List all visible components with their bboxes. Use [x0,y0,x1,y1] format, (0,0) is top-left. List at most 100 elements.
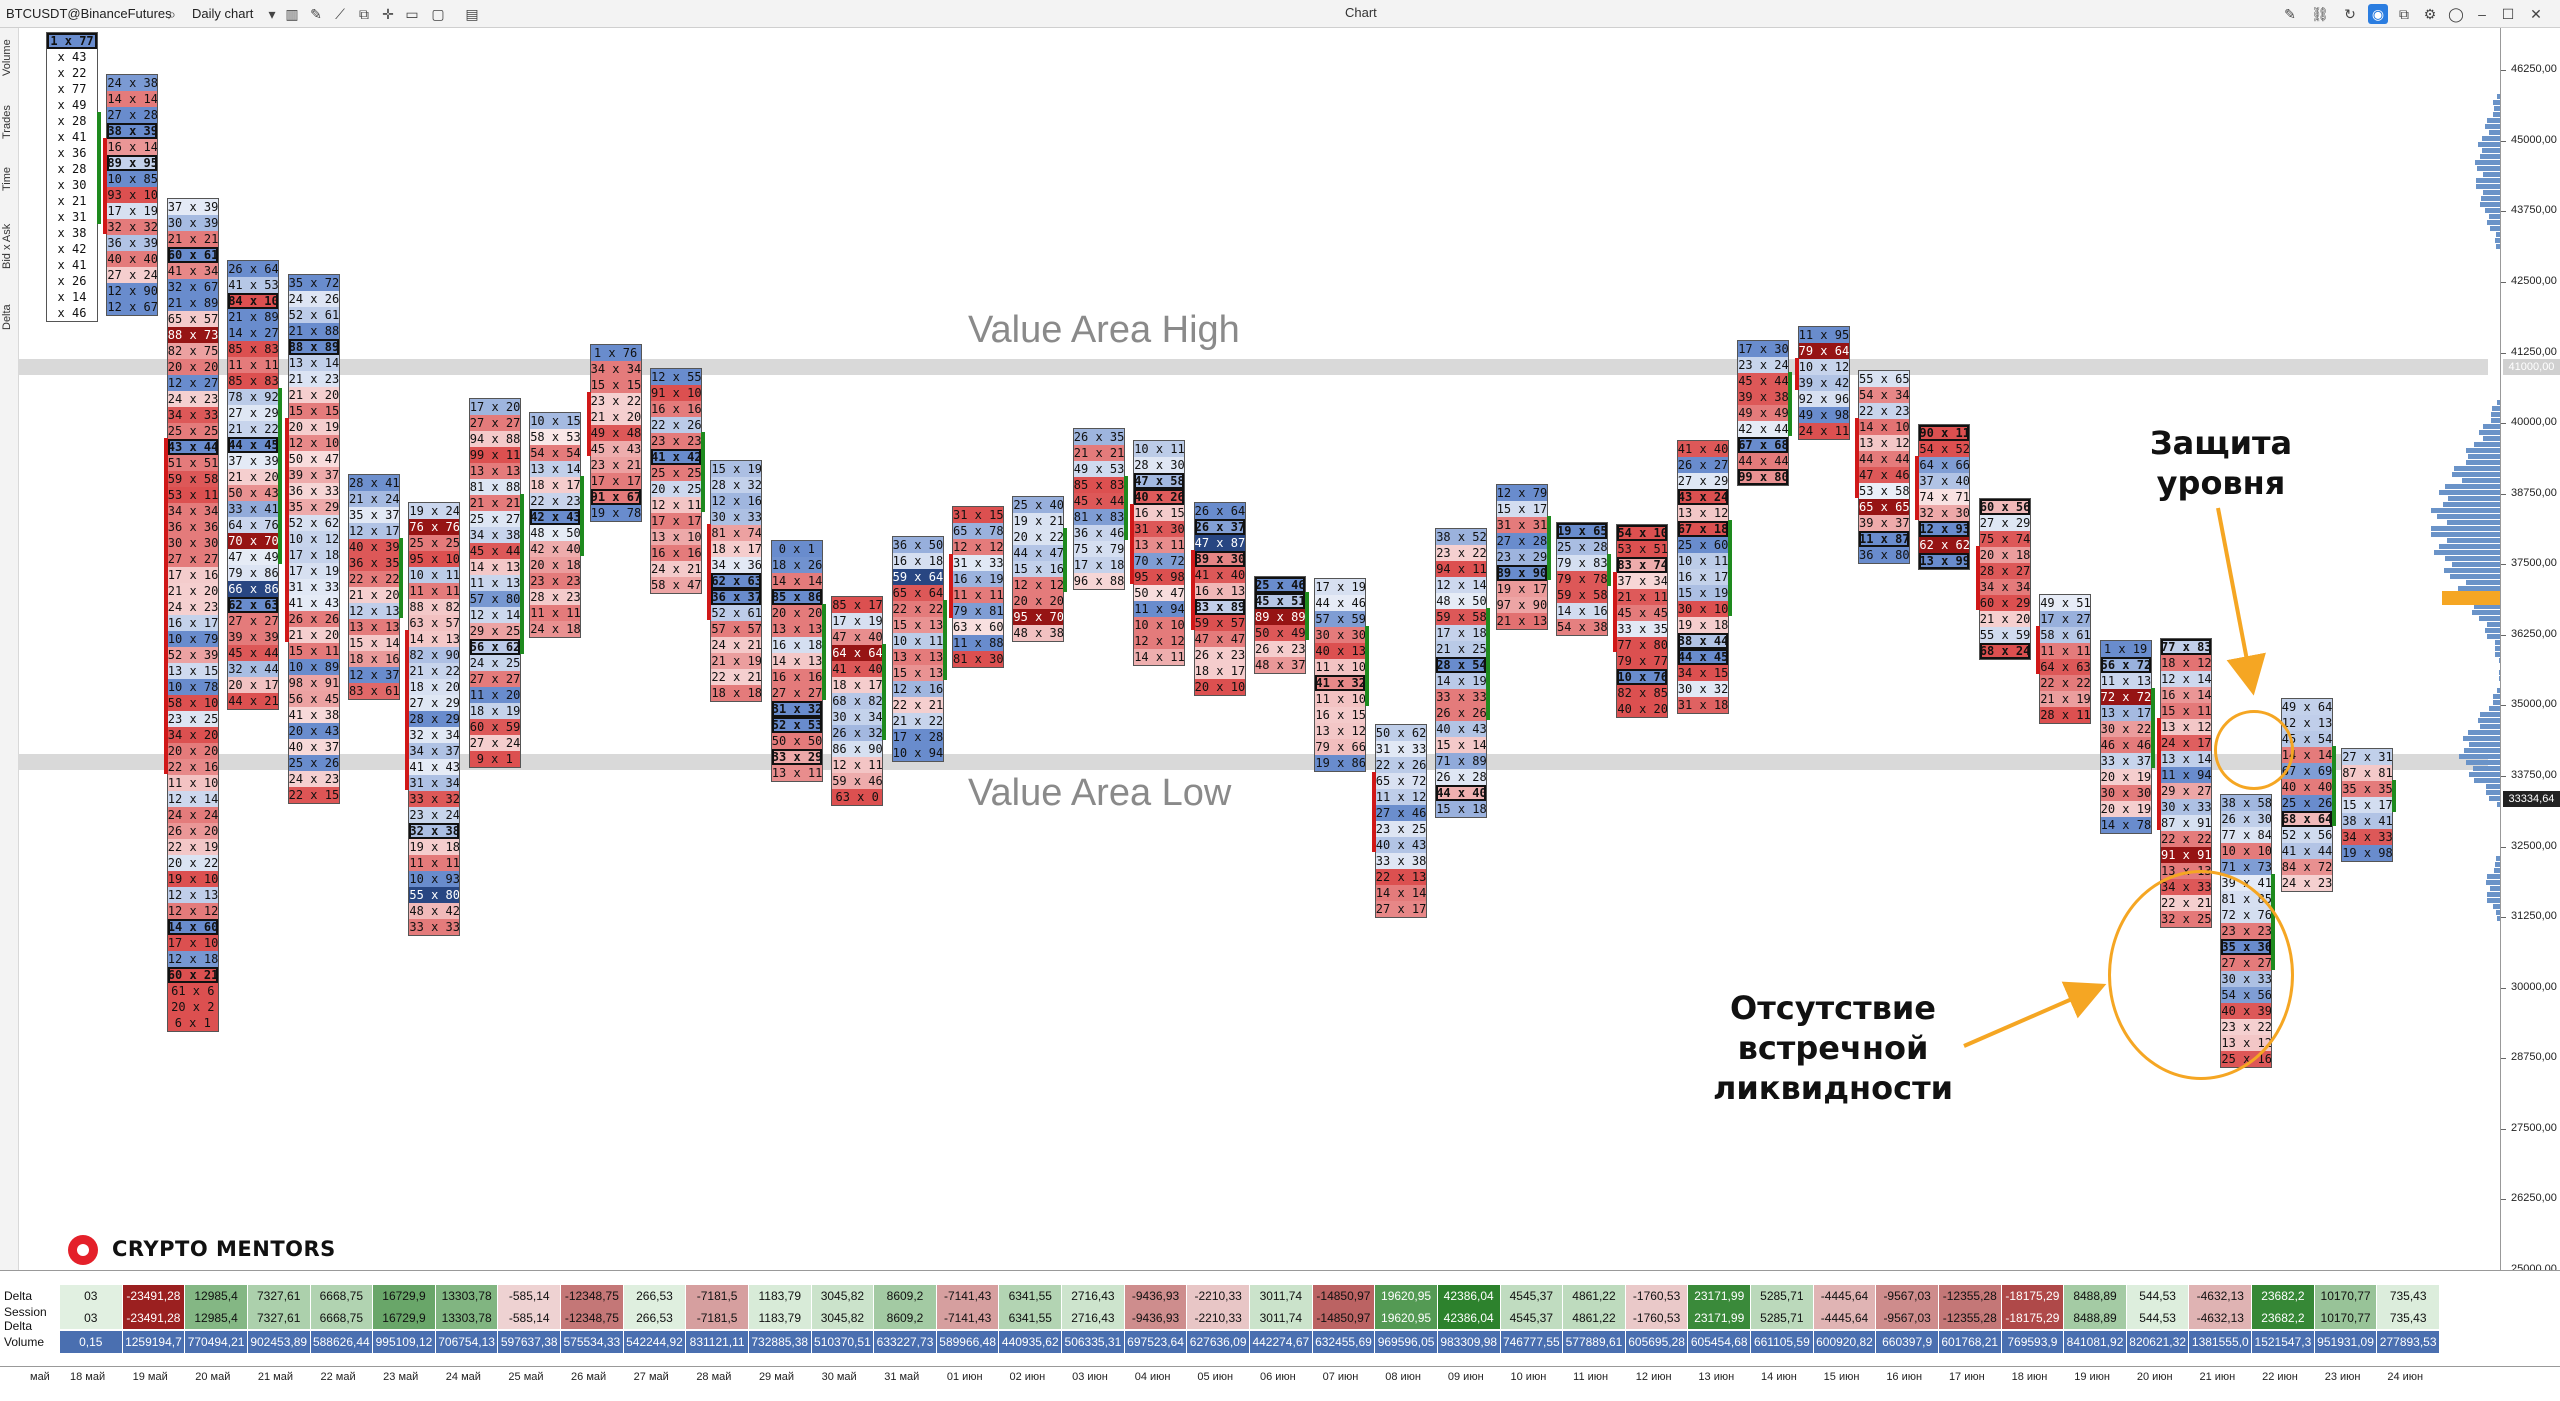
left-tab-bid-x-ask[interactable]: Bid x Ask [1,223,13,270]
footprint-column[interactable]: 50 x 62 31 x 33 22 x 26 65 x 72 11 x 12 27 x … [1374,724,1427,918]
footprint-cell: 64 x 63 [2040,659,2091,675]
footprint-column[interactable]: 41 x 40 26 x 27 27 x 29 43 x 24 13 x 12 67 x … [1676,440,1729,714]
footprint-column[interactable]: 0 x 1 18 x 26 14 x 14 85 x 86 20 x 20 13 x 13… [770,540,823,782]
refresh-icon[interactable]: ↻ [2344,6,2356,22]
window-icon[interactable]: ▢ [431,6,445,22]
footprint-cell: 76 x 76 [409,519,460,535]
footprint-cell: 30 x 30 [2100,785,2151,801]
footprint-cell: 57 x 57 [711,621,762,637]
footprint-column[interactable]: 17 x 19 44 x 46 57 x 59 30 x 30 40 x 13 11 x … [1314,578,1367,772]
left-tab-delta[interactable]: Delta [1,304,13,331]
maximize-icon[interactable]: ☐ [2501,6,2515,22]
bell-icon[interactable]: ◯ [2448,6,2464,22]
footprint-column[interactable]: 25 x 40 19 x 21 20 x 22 44 x 47 15 x 16 12 x … [1012,496,1065,642]
footprint-cell: 21 x 21 [167,231,218,247]
footprint-column[interactable]: 24 x 38 14 x 14 27 x 28 38 x 39 16 x 14 89 x … [106,74,159,316]
footprint-cell: 70 x 72 [1134,553,1185,569]
date-tick-label: май [30,1371,50,1383]
copy-icon[interactable]: ⧉ [2399,6,2409,22]
minimize-icon[interactable]: – [2478,6,2486,22]
footprint-column[interactable]: 10 x 11 28 x 30 47 x 58 40 x 26 16 x 15 31 x … [1133,440,1186,666]
date-tick-label: 17 июн [1948,1371,1985,1383]
footprint-cell: 58 x 53 [530,429,581,445]
settings-icon[interactable]: ⚙ [2423,6,2437,22]
symbol-selector[interactable]: BTCUSDT@BinanceFutures [6,6,172,21]
footprint-cell: 30 x 32 [1677,681,1728,697]
timeframe-selector[interactable]: Daily chart [192,6,254,21]
footprint-column[interactable]: 55 x 65 54 x 34 22 x 23 14 x 10 13 x 12 44 x … [1858,370,1910,564]
footprint-column[interactable]: 1 x 19 56 x 72 11 x 13 72 x 72 13 x 17 30 x 2… [2099,640,2152,834]
footprint-column[interactable]: 60 x 56 27 x 29 75 x 74 20 x 18 28 x 27 34 x … [1978,498,2031,660]
footprint-chart[interactable]: Value Area High Value Area Low 1 x 77 x 4… [18,28,2500,1270]
footprint-cell: 16 x 13 [1194,583,1245,599]
footprint-column[interactable]: 49 x 51 17 x 27 58 x 61 11 x 11 64 x 63 22 x … [2039,594,2092,724]
footprint-cell: 23 x 21 [590,457,641,473]
footprint-column[interactable]: 12 x 79 15 x 17 31 x 31 27 x 28 23 x 29 89 x … [1495,484,1548,630]
footprint-column[interactable]: 19 x 65 25 x 28 79 x 83 79 x 78 59 x 58 14 x … [1556,522,1608,636]
close-icon[interactable]: ✕ [2530,6,2542,22]
footprint-cell: 30 x 34 [832,709,883,725]
footprint-column[interactable]: 38 x 52 23 x 22 94 x 11 12 x 14 48 x 50 59 x … [1435,528,1488,818]
footprint-cell: 20 x 20 [167,743,218,759]
footprint-column[interactable]: 19 x 24 76 x 76 25 x 25 95 x 10 10 x 11 11 x … [408,502,461,936]
footprint-cell: 99 x 80 [1738,469,1789,485]
footprint-cell: 15 x 14 [1436,737,1487,753]
session-delta-cell: 5285,71 [1751,1307,1814,1329]
footprint-column[interactable]: 12 x 55 91 x 10 16 x 16 22 x 26 23 x 23 41 x … [650,368,702,594]
footprint-cell: x 28 [47,161,97,177]
footprint-column[interactable]: 26 x 35 21 x 21 49 x 53 85 x 83 45 x 44 81 x … [1072,428,1125,590]
footprint-column[interactable]: 85 x 17 17 x 19 47 x 40 64 x 64 41 x 40 18 x … [831,596,884,806]
footprint-column[interactable]: 15 x 19 28 x 32 12 x 16 30 x 33 81 x 74 18 x … [710,460,763,702]
more-icon[interactable]: ▤ [465,6,479,22]
footprint-column[interactable]: 37 x 39 30 x 39 21 x 21 60 x 61 41 x 34 32 x … [166,198,219,1032]
footprint-column[interactable]: 17 x 20 27 x 27 94 x 88 99 x 11 13 x 13 81 x … [468,398,521,768]
footprint-cell: 40 x 43 [1375,837,1426,853]
footprint-cell: 90 x 11 [1919,425,1970,441]
footprint-column[interactable]: 35 x 72 24 x 26 52 x 61 21 x 88 88 x 89 13 x … [287,274,340,804]
camera-icon[interactable]: ◉ [2368,4,2388,24]
footprint-cell: 11 x 95 [1798,327,1849,343]
footprint-column[interactable]: 11 x 95 79 x 64 10 x 12 39 x 42 92 x 96 49 x … [1797,326,1850,440]
date-tick-label: 24 май [445,1371,481,1383]
footprint-cell: 56 x 45 [288,691,339,707]
pencil-icon[interactable]: ✎ [2284,6,2296,22]
volume-profile-bar [2482,436,2500,441]
footprint-column[interactable]: 10 x 15 58 x 53 54 x 54 13 x 14 18 x 17 22 x … [529,412,582,638]
time-axis[interactable]: май 18 май 19 май 20 май 21 май 22 май 23 май 2… [0,1366,2560,1401]
footprint-cell: 11 x 13 [469,575,520,591]
footprint-cell: 25 x 26 [288,755,339,771]
footprint-cell: 11 x 13 [2100,673,2151,689]
left-tab-volume[interactable]: Volume [1,39,13,77]
footprint-column[interactable]: 1 x 77 x 43 x 22 x 77 x 49 x 28 x 41 x 36 x 28 x … [46,32,98,322]
footprint-column[interactable]: 27 x 31 87 x 81 35 x 35 15 x 17 38 x 41 34 x … [2341,748,2394,862]
footprint-cell: 10 x 15 [530,413,581,429]
line-tool-icon[interactable]: ⟋ [335,6,345,22]
volume-cell: 983309,98 [1437,1331,1501,1353]
footprint-cell: 56 x 72 [2100,657,2151,673]
search-icon[interactable]: ⌕ [168,6,176,22]
footprint-column[interactable]: 1 x 76 34 x 34 15 x 15 23 x 22 21 x 20 49 x 4… [589,344,642,522]
price-axis[interactable]: 46250,00 45000,00 43750,00 42500,00 41250,00… [2500,28,2560,1275]
footprint-column[interactable]: 36 x 50 16 x 18 59 x 64 65 x 64 22 x 22 15 x … [891,536,944,762]
chevron-down-icon[interactable]: ▾ [268,6,276,22]
volume-profile-bar [2491,418,2500,423]
left-tab-trades[interactable]: Trades [1,105,13,139]
footprint-cell: 85 x 86 [771,589,822,605]
indicator-icon[interactable]: ⧉ [359,6,369,22]
draw-tool-icon[interactable]: ✎ [310,6,322,22]
template-icon[interactable]: ▭ [405,6,419,22]
footprint-column[interactable]: 90 x 11 54 x 52 64 x 66 37 x 40 74 x 71 32 x … [1918,424,1971,570]
footprint-column[interactable]: 54 x 10 53 x 51 83 x 74 37 x 34 21 x 11 45 x … [1616,524,1669,718]
volume-cell: 969596,05 [1375,1331,1438,1353]
crosshair-icon[interactable]: ✛ [382,6,394,22]
left-tab-time[interactable]: Time [1,166,13,192]
candle-type-icon[interactable]: ▥ [285,6,299,22]
footprint-column[interactable]: 25 x 46 45 x 51 89 x 89 50 x 49 26 x 23 48 x … [1254,576,1306,674]
link-icon[interactable]: ⛓ [2311,6,2329,22]
footprint-column[interactable]: 28 x 41 21 x 24 35 x 37 12 x 17 40 x 39 36 x … [348,474,400,700]
footprint-column[interactable]: 31 x 15 65 x 78 12 x 12 31 x 33 16 x 19 11 x … [952,506,1004,668]
footprint-column[interactable]: 26 x 64 41 x 53 84 x 10 21 x 89 14 x 27 85 x … [227,260,280,710]
footprint-column[interactable]: 26 x 64 26 x 37 47 x 87 39 x 30 41 x 40 16 x … [1193,502,1246,696]
footprint-column[interactable]: 49 x 64 12 x 13 45 x 54 14 x 14 67 x 69 40 x … [2280,698,2333,892]
footprint-column[interactable]: 17 x 30 23 x 24 45 x 44 39 x 38 49 x 49 42 x … [1737,340,1790,486]
